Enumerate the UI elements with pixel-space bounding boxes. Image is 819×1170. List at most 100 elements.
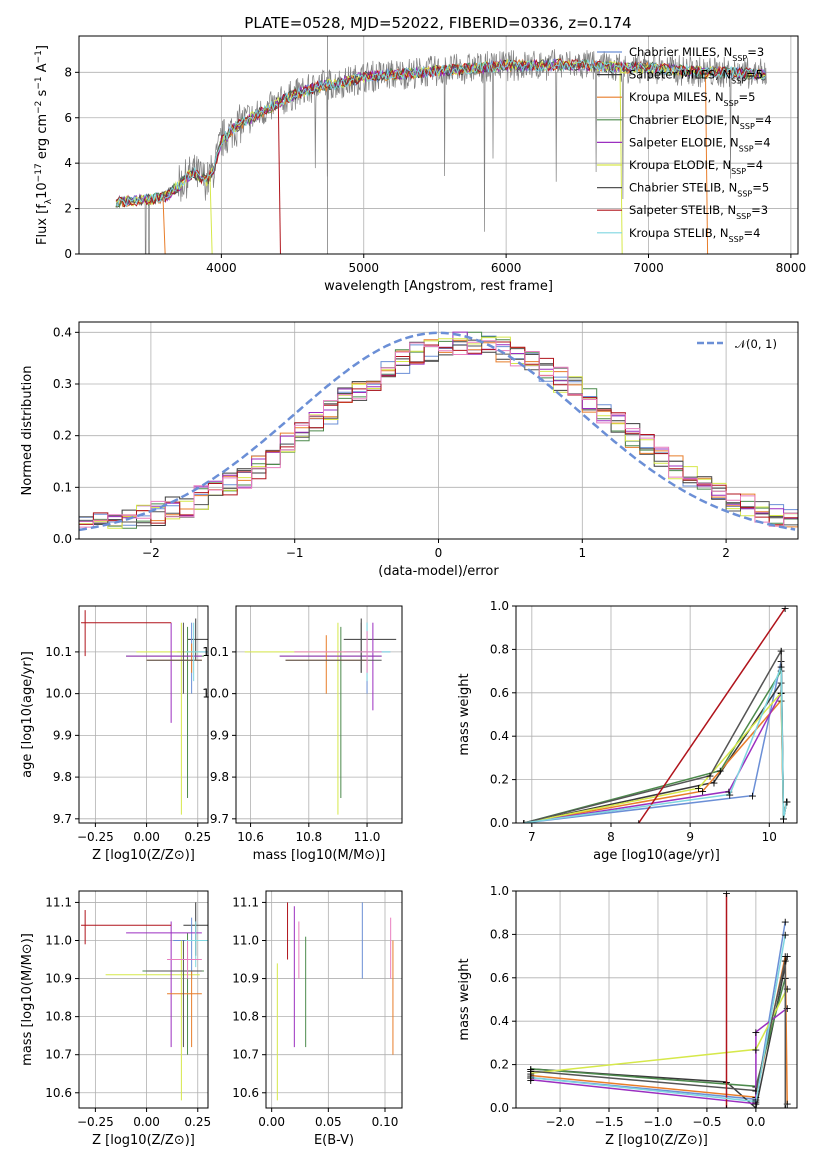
x-axis-label: mass [log10(M/M⊙)] [253,848,386,863]
y-tick-label: 0.8 [490,927,509,941]
weight-marker: + [526,1067,535,1080]
y-tick-label: 0 [64,247,72,261]
y-tick-label: 0.1 [53,480,72,494]
model-dropout [619,67,623,254]
panel-residuals: −2 −1 0 1 2 0.0 0.1 0.2 0.3 0.4 (data-model)/error… [20,321,799,579]
y-tick-label: 10.8 [45,1010,72,1024]
residual-histogram [79,340,798,528]
x-tick-label: 0.05 [315,1115,342,1129]
x-tick-label: −2.0 [545,1115,574,1129]
y-tick-label: 10.7 [45,1048,72,1062]
x-tick-label: −0.25 [77,830,114,844]
legend-label: Chabrier STELIB, NSSP=5 [629,181,769,199]
weight-marker: + [783,983,792,996]
weight-marker: + [526,1069,535,1082]
y-tick-label: 0.4 [490,729,509,743]
weight-marker: + [519,817,528,830]
weight-marker: + [777,645,786,658]
y-tick-label: 9.7 [210,812,229,826]
weight-marker: + [781,602,790,615]
y-axis-label: mass weight [457,958,472,1040]
y-tick-label: 9.8 [53,770,72,784]
y-tick-label: 10.8 [232,1010,259,1024]
x-tick-label: 4000 [206,261,237,275]
weight-line [530,934,787,1103]
model-dropout [162,197,166,254]
legend-label: Salpeter ELODIE, NSSP=4 [629,135,771,153]
x-axis-label: (data-model)/error [378,564,499,579]
panel-spectrum: 4000 5000 6000 7000 8000 0 2 4 6 8 wavelength [Ang… [34,35,806,294]
y-tick-label: 0.3 [53,377,72,391]
weight-marker: + [783,1098,792,1111]
panel-weight-vs-age: 7 8 9 100.00.20.40.60.81.0+++++++++++++++++… [457,599,798,863]
y-tick-label: 0.6 [490,686,509,700]
y-axis-label: mass [log10(M/M⊙)] [20,933,35,1066]
weight-marker: + [781,928,790,941]
weight-marker: + [751,1043,760,1056]
x-tick-label: 10.8 [295,830,322,844]
x-tick-label: 0.00 [133,830,160,844]
weight-marker: + [751,1102,760,1115]
model-dropout [277,102,281,254]
weight-marker: + [781,954,790,967]
y-tick-label: 0.4 [53,325,72,339]
plot-area: ++++++++++++++++++++++++++++++ [526,891,792,1115]
plot-area [244,618,397,815]
panel-mass-vs-ebv: 0.00 0.05 0.10 10.6 10.7 10.8 10.9 11.0 11.1 E(B-… [232,890,403,1148]
data-spectrum [115,49,767,254]
x-axis-label: wavelength [Angstrom, rest frame] [324,279,553,294]
x-tick-label: 0.00 [133,1115,160,1129]
weight-line [523,689,788,823]
weight-marker: + [519,817,528,830]
x-tick-label: 2 [722,546,730,560]
x-tick-label: 10 [762,830,777,844]
plot-area: ++++++++++++++++++++++++++++++++++++++++… [519,602,791,830]
model-dropout [704,72,709,254]
x-tick-label: 0.0 [746,1115,765,1129]
y-tick-label: 10.6 [232,1086,259,1100]
x-tick-label: 7000 [633,261,664,275]
weight-marker: + [519,817,528,830]
x-axis-label: Z [log10(Z/Z⊙)] [605,1133,708,1148]
x-tick-label: 0.25 [184,1115,211,1129]
weight-line [530,955,788,1108]
weight-marker: + [782,795,791,808]
y-tick-label: 8 [64,65,72,79]
x-axis-label: age [log10(age/yr)] [593,848,720,863]
weight-marker: + [698,785,707,798]
y-tick-label: 9.9 [53,728,72,742]
residual-histogram [79,336,798,529]
weight-marker: + [519,817,528,830]
y-tick-label: 1.0 [490,599,509,613]
x-tick-label: −1.5 [594,1115,623,1129]
x-tick-label: 10.6 [237,830,264,844]
plot-area [276,902,394,1101]
weight-marker: + [779,813,788,826]
x-tick-label: 0.00 [258,1115,285,1129]
weight-marker: + [781,950,790,963]
weight-marker: + [751,1085,760,1098]
weight-marker: + [751,1026,760,1039]
panel-weight-vs-Z: −2.0 −1.5 −1.0 −0.5 0.00.00.20.40.60.81.0+++… [457,884,798,1148]
axes-frame [515,890,798,1109]
y-tick-label: 6 [64,111,72,125]
axes-frame [78,605,209,824]
axes-frame [78,35,799,255]
x-tick-label: −0.5 [692,1115,721,1129]
axes-frame [265,890,403,1109]
plot-area [81,902,208,1101]
weight-marker: + [634,817,643,830]
x-tick-label: 11.0 [354,830,381,844]
x-tick-label: −1 [286,546,304,560]
y-tick-label: 10.7 [232,1048,259,1062]
weight-marker: + [526,1065,535,1078]
model-spectrum [115,58,766,208]
weight-line [530,988,788,1075]
y-tick-label: 0.4 [490,1014,509,1028]
x-tick-label: 8 [607,830,615,844]
y-tick-label: 10.9 [232,972,259,986]
weight-marker: + [751,1098,760,1111]
weight-marker: + [716,765,725,778]
y-tick-label: 0.6 [490,971,509,985]
